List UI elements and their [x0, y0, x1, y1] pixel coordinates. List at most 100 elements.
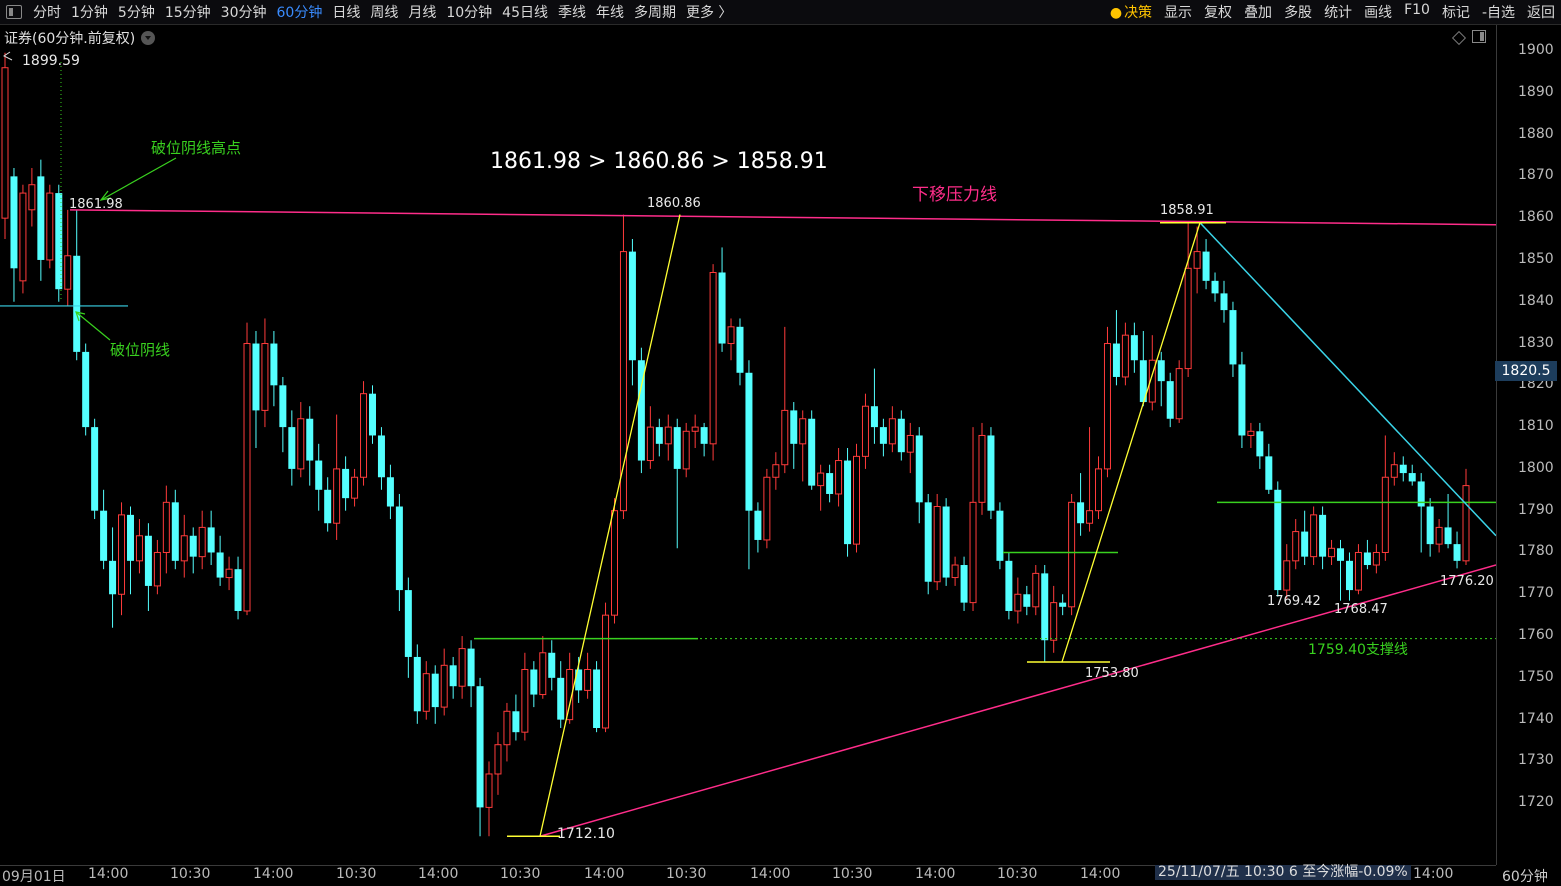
period-label: 60分钟 — [1502, 869, 1548, 885]
candle-body — [100, 510, 108, 561]
candle-body — [162, 501, 170, 553]
candle-body — [1256, 431, 1264, 457]
candle-body — [1453, 544, 1461, 561]
period-tab-9[interactable]: 10分钟 — [446, 5, 493, 21]
period-tab-13[interactable]: 多周期 — [633, 5, 676, 21]
x-tick-label: 10:30 — [832, 866, 873, 882]
period-tab-6[interactable]: 日线 — [332, 5, 361, 21]
candle-body — [1068, 501, 1076, 608]
period-tab-12[interactable]: 年线 — [595, 5, 624, 21]
x-tick-label: 10:30 — [170, 866, 211, 882]
y-tick-label: 1740 — [1518, 710, 1554, 727]
candle-body — [1023, 594, 1031, 607]
peak1-label: 1861.98 — [69, 197, 123, 212]
candle-body — [539, 652, 547, 696]
x-tick-label: 14:00 — [418, 866, 459, 882]
candle-body — [1032, 572, 1040, 608]
candle-body — [1139, 360, 1147, 403]
function-tab-6[interactable]: F10 — [1404, 2, 1430, 18]
function-tab-2[interactable]: 叠加 — [1244, 5, 1273, 21]
period-tab-4[interactable]: 30分钟 — [220, 5, 267, 21]
function-tab-1[interactable]: 复权 — [1204, 5, 1233, 21]
break-candle-label: 破位阴线 — [110, 341, 171, 359]
high-pointer — [3, 51, 13, 61]
y-tick-label: 1880 — [1518, 125, 1554, 142]
candle-body — [1202, 251, 1210, 281]
x-tick-label: 10:30 — [997, 866, 1038, 882]
function-tab-5[interactable]: 画线 — [1364, 5, 1393, 21]
period-tab-1[interactable]: 1分钟 — [71, 5, 108, 21]
candle-body — [628, 251, 636, 361]
function-tab-8[interactable]: -自选 — [1481, 5, 1515, 21]
low5-label: 1776.20 — [1440, 574, 1494, 589]
x-tick-label: 14:00 — [253, 866, 294, 882]
candle-body — [1157, 360, 1165, 382]
function-tab-0[interactable]: 显示 — [1164, 5, 1193, 21]
candle-body — [1444, 527, 1452, 545]
arrow-break-candle-head — [75, 311, 86, 322]
wave-up-2 — [1061, 222, 1201, 663]
candle-body — [360, 393, 368, 478]
candle-body — [216, 552, 224, 578]
period-tab-5[interactable]: 60分钟 — [276, 5, 323, 21]
candle-body — [1238, 364, 1246, 436]
period-tab-8[interactable]: 月线 — [408, 5, 437, 21]
period-tab-2[interactable]: 5分钟 — [117, 5, 155, 21]
candle-body — [1381, 476, 1389, 553]
x-tick-label: 14:00 — [750, 866, 791, 882]
candle-body — [494, 744, 502, 775]
candle-body — [189, 535, 197, 557]
candle-body — [207, 527, 215, 553]
x-axis-divider — [0, 865, 1496, 866]
candle-body — [476, 686, 484, 808]
candle-body — [126, 514, 134, 561]
candle-body — [458, 648, 466, 687]
candle-body — [19, 192, 27, 282]
period-tab-3[interactable]: 15分钟 — [164, 5, 211, 21]
arrow-break-high — [100, 157, 177, 201]
candle-body — [799, 418, 807, 445]
function-tab-3[interactable]: 多股 — [1284, 5, 1313, 21]
function-tab-9[interactable]: 返回 — [1527, 5, 1555, 21]
candle-body — [288, 427, 296, 469]
function-tab-7[interactable]: 标记 — [1441, 5, 1470, 21]
candle-body — [610, 510, 618, 616]
candle-body — [440, 664, 448, 708]
period-tab-11[interactable]: 季线 — [557, 5, 586, 21]
decision-button[interactable]: ● 决策 — [1109, 5, 1153, 21]
period-tab-7[interactable]: 周线 — [370, 5, 399, 21]
panel-toggle-icon[interactable] — [1472, 30, 1486, 43]
candle-body — [449, 665, 457, 687]
y-tick-label: 1830 — [1518, 334, 1554, 351]
candle-body — [503, 710, 511, 746]
candle-body — [996, 510, 1004, 561]
candle-body — [1345, 560, 1353, 591]
security-selector[interactable]: 证券(60分钟.前复权) — [4, 28, 156, 48]
candle-body — [906, 434, 914, 453]
candle-body — [252, 343, 260, 411]
window-icon[interactable] — [6, 5, 22, 19]
dropdown-icon[interactable] — [141, 31, 156, 45]
candle-body — [960, 565, 968, 603]
candle-body — [1103, 343, 1111, 470]
candle-body — [1229, 310, 1237, 365]
period-tab-10[interactable]: 45日线 — [502, 5, 548, 21]
support-trendline — [539, 564, 1496, 837]
candle-body — [10, 176, 18, 269]
candle-body — [1086, 510, 1094, 524]
candle-body — [1121, 334, 1129, 378]
candle-body — [324, 489, 332, 524]
candle-body — [1265, 456, 1273, 490]
wave-up-1 — [539, 214, 681, 837]
period-tab-0[interactable]: 分时 — [33, 5, 61, 21]
candle-body — [351, 476, 359, 499]
function-tab-4[interactable]: 统计 — [1324, 5, 1353, 21]
period-tab-14[interactable]: 更多 〉 — [685, 5, 733, 21]
candle-body — [1319, 514, 1327, 557]
candle-body — [135, 535, 143, 562]
candle-body — [1095, 468, 1103, 512]
candle-body — [593, 669, 601, 728]
candle-body — [225, 568, 233, 579]
candle-body — [1211, 280, 1219, 294]
candlestick-chart[interactable] — [0, 0, 1496, 865]
